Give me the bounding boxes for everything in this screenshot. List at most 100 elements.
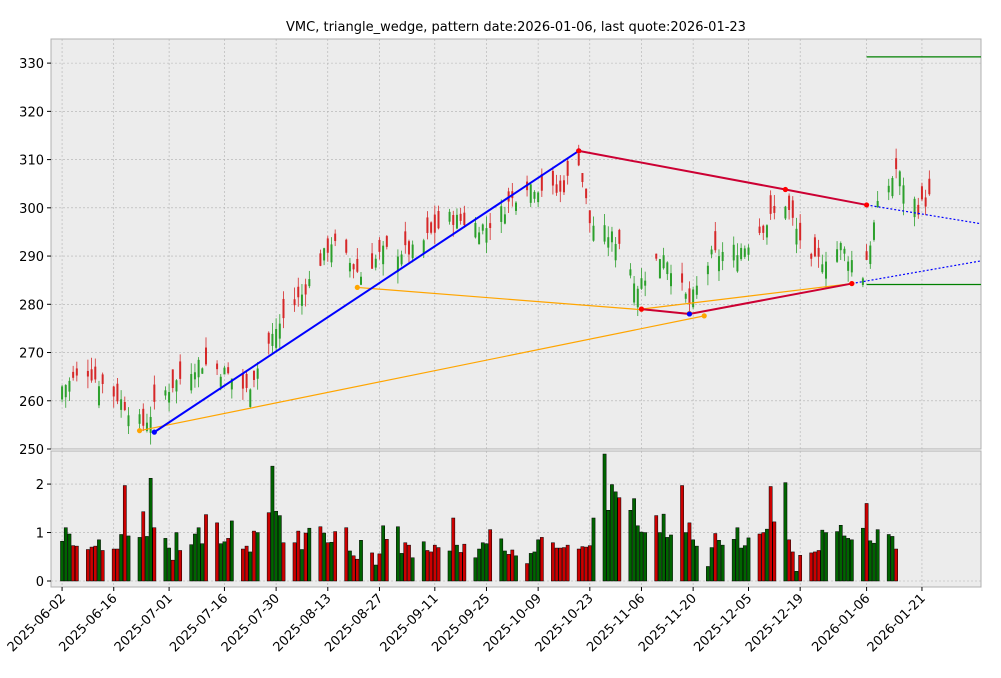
candle	[334, 229, 337, 247]
volume-bar	[886, 534, 891, 582]
candle-body	[481, 224, 484, 231]
candle-body	[474, 222, 477, 238]
candle-body	[581, 173, 584, 182]
candle-body	[592, 225, 595, 241]
candle	[396, 249, 399, 284]
candle-body	[813, 237, 816, 257]
volume-bar	[820, 529, 825, 582]
volume-bar	[229, 520, 234, 582]
candle-body	[360, 276, 362, 285]
volume-bar	[473, 557, 478, 582]
projection-line	[851, 260, 982, 285]
volume-bar	[218, 543, 223, 582]
candle	[297, 277, 300, 307]
volume-bar	[525, 563, 529, 582]
volume-bar	[403, 542, 408, 582]
candle	[474, 217, 477, 239]
volume-bar	[536, 539, 540, 582]
candle	[633, 275, 636, 306]
candle-body	[297, 286, 300, 298]
candle-body	[112, 386, 115, 397]
candle-body	[145, 422, 148, 431]
candle	[695, 276, 698, 299]
candle-body	[758, 226, 761, 233]
candle-body	[810, 253, 813, 259]
candle-body	[190, 374, 193, 391]
candle-body	[489, 223, 492, 228]
candle-body	[917, 204, 920, 215]
candle-body	[658, 259, 661, 279]
volume-bar	[348, 550, 352, 582]
volume-bar	[735, 527, 740, 582]
candle-body	[120, 399, 123, 410]
volume-bar	[617, 497, 622, 582]
volume-bar	[798, 555, 803, 582]
candle	[300, 283, 303, 315]
volume-bar	[787, 539, 791, 582]
candle	[142, 403, 145, 432]
volume-bar	[510, 549, 515, 582]
volume-bar	[189, 544, 194, 582]
volume-panel: 0 1 2	[36, 450, 982, 590]
candle-body	[249, 389, 252, 407]
candle-body	[252, 370, 255, 380]
candle-body	[821, 264, 824, 273]
volume-bar	[816, 550, 821, 582]
orange-pivot	[136, 428, 143, 434]
candle-body	[743, 248, 746, 257]
candle	[378, 237, 381, 260]
volume-bar	[628, 509, 633, 582]
candle	[374, 254, 377, 271]
candle	[175, 379, 178, 404]
candle	[895, 148, 898, 179]
orange-pivot	[354, 284, 360, 291]
volume-bar	[74, 545, 79, 582]
volume-bar	[255, 532, 260, 582]
candle	[917, 197, 920, 219]
candle	[629, 263, 632, 279]
candle	[610, 226, 613, 252]
pattern-overlays	[136, 56, 982, 435]
candle-body	[245, 373, 248, 388]
volume-bar	[377, 553, 382, 582]
volume-bar	[355, 558, 360, 582]
y-tick-label: 320	[19, 105, 44, 120]
candle-body	[585, 188, 588, 199]
volume-bar	[119, 534, 123, 582]
volume-bar	[178, 550, 183, 582]
volume-bar	[241, 548, 245, 582]
candle	[190, 363, 193, 394]
candle-body	[662, 255, 665, 269]
candle-body	[898, 171, 901, 187]
blue-pivot	[151, 429, 157, 435]
candle	[481, 223, 484, 235]
candle-body	[300, 294, 303, 306]
candle-body	[223, 367, 226, 375]
volume-bar	[126, 535, 131, 582]
candle	[784, 205, 787, 220]
y-tick-label: 0	[36, 575, 44, 590]
volume-bar	[846, 538, 850, 582]
candle-body	[633, 283, 636, 303]
candle-body	[90, 369, 93, 381]
candle	[515, 201, 517, 215]
volume-bar	[480, 542, 485, 582]
volume-bar	[322, 532, 326, 582]
candle	[537, 191, 540, 208]
candle	[127, 407, 130, 434]
candle	[581, 173, 584, 188]
candle	[171, 369, 174, 393]
candle-body	[839, 243, 842, 251]
candle	[193, 363, 196, 388]
y-tick-label: 260	[19, 395, 44, 410]
candle-body	[850, 260, 853, 273]
candle-body	[732, 244, 735, 261]
candle-body	[127, 415, 130, 427]
candle-body	[68, 380, 71, 392]
candle-body	[588, 210, 591, 224]
candle	[252, 370, 255, 388]
candle	[319, 249, 322, 267]
candle-body	[555, 184, 558, 193]
volume-bar	[706, 566, 710, 582]
candle	[168, 383, 171, 412]
